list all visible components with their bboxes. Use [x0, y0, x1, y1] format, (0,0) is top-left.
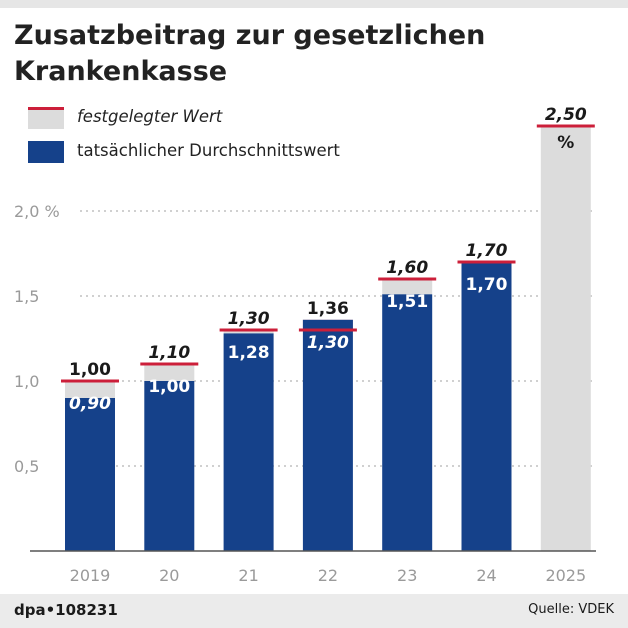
x-tick-label: 20: [159, 566, 179, 585]
data-label-top: 1,30: [228, 309, 270, 329]
data-label-inside: 1,30: [307, 333, 349, 353]
data-label-inside: 1,51: [386, 292, 428, 312]
legend-label-actual: tatsächlicher Durchschnittswert: [77, 141, 340, 160]
legend-swatch-actual: [28, 141, 64, 163]
x-tick-label: 23: [397, 566, 417, 585]
x-tick-label: 22: [318, 566, 338, 585]
bar-actual: [65, 398, 115, 551]
x-tick-label: 2025: [545, 566, 586, 585]
bar-actual: [302, 319, 353, 551]
top-bar: [0, 0, 628, 8]
footer: dpa•108231 Quelle: VDEK: [0, 594, 628, 628]
bar-actual: [223, 333, 274, 551]
data-label-top: 1,10: [148, 343, 190, 363]
data-label-top: 1,60: [386, 258, 428, 278]
bar-chart: 0,5 1,0 1,5 2,0 % 1,00 0,90 2019 1,10 1,00 20 1,30…: [14, 105, 596, 585]
chart-title: Zusatzbeitrag zur gesetzlichen Krankenka…: [14, 18, 614, 90]
y-tick-label: 1,5: [14, 287, 39, 306]
data-label-top: 1,70: [466, 241, 508, 261]
y-tick-label: 0,5: [14, 457, 39, 476]
legend-label-fixed: festgelegter Wert: [77, 107, 223, 126]
data-label-inside: 1,00: [148, 377, 190, 397]
x-tick-label: 2019: [70, 566, 111, 585]
y-tick-label: 2,0 %: [14, 202, 60, 221]
data-label-inside: 0,90: [69, 394, 111, 414]
bar-actual: [382, 294, 433, 551]
data-label-inside: 1,70: [466, 275, 508, 295]
legend-swatch-fixed: [28, 107, 64, 129]
source-credit: Quelle: VDEK: [528, 602, 614, 617]
bar-gap: [223, 330, 274, 334]
bar-fixed: [540, 126, 591, 551]
data-label-inside: 1,28: [228, 343, 270, 363]
data-label-top: 1,36: [307, 299, 349, 319]
x-tick-label: 21: [238, 566, 258, 585]
bar-gap: [144, 364, 195, 381]
data-label-top: 1,00: [69, 360, 111, 380]
title-line-1: Zusatzbeitrag zur gesetzlichen: [14, 20, 486, 51]
bar-actual: [461, 262, 512, 551]
title-line-2: Krankenkasse: [14, 56, 228, 87]
data-label-top: 2,50: [545, 105, 587, 125]
bar-actual: [144, 381, 195, 551]
dpa-source-id: dpa•108231: [14, 601, 118, 619]
unit-label: %: [557, 133, 574, 153]
bar-gap: [65, 381, 115, 398]
bar-gap: [382, 279, 433, 295]
y-tick-label: 1,0: [14, 372, 39, 391]
x-tick-label: 24: [476, 566, 496, 585]
